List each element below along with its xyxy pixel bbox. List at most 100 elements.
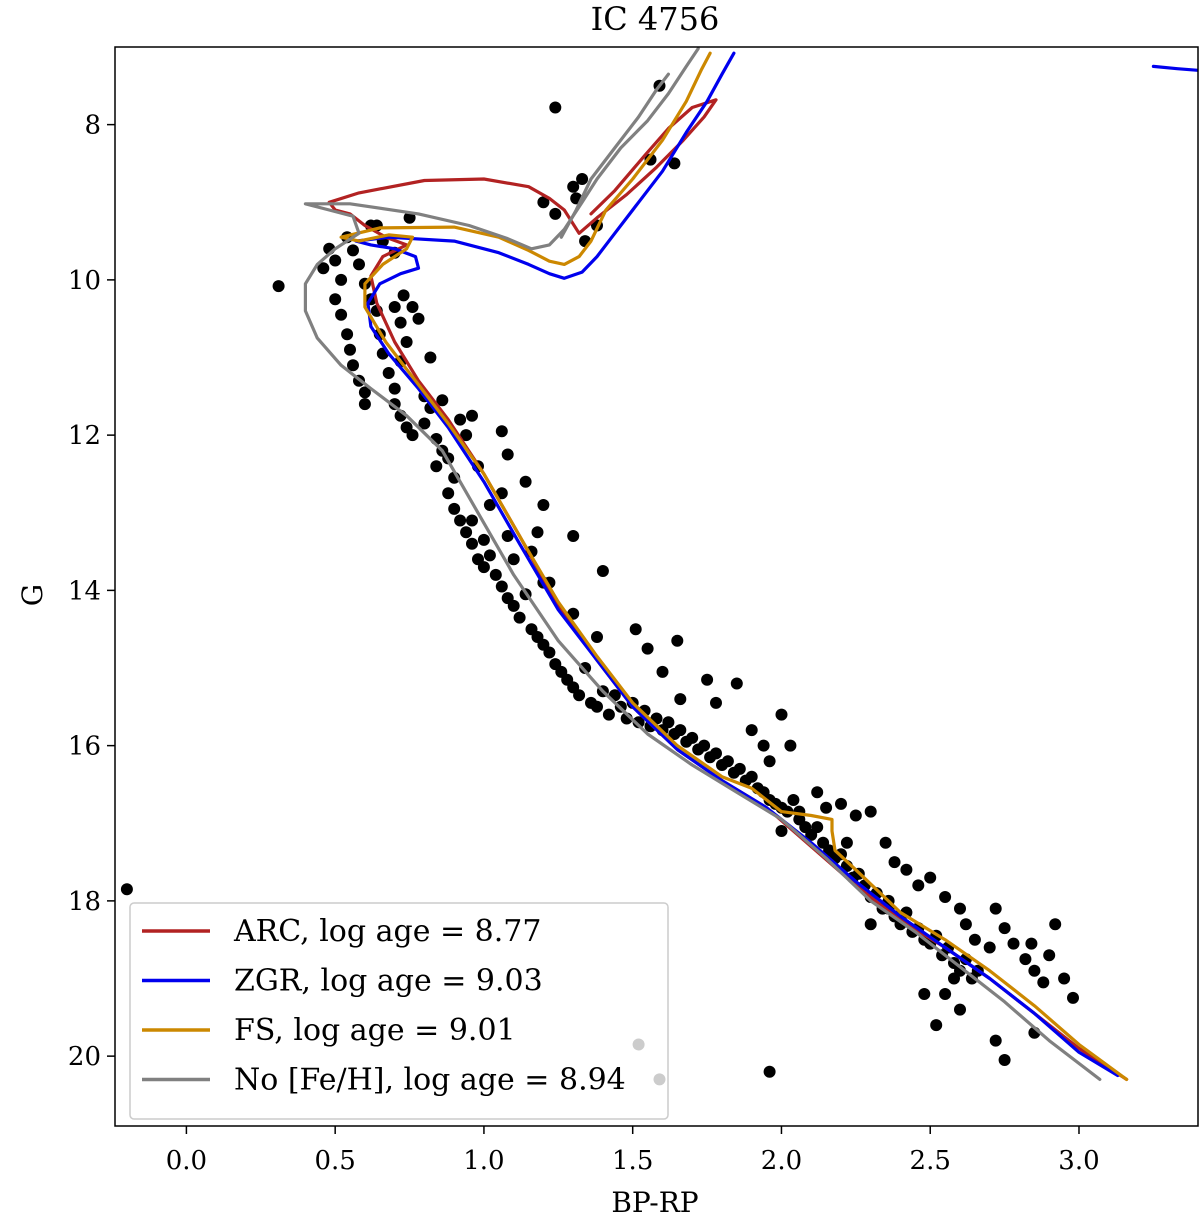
star-point-23: [388, 382, 401, 395]
star-point-83: [662, 716, 675, 729]
star-point-78: [632, 716, 645, 729]
star-point-63: [543, 646, 556, 659]
star-point-176: [629, 623, 642, 636]
star-point-177: [671, 634, 684, 647]
star-point-184: [745, 724, 758, 737]
plot-frame: [114, 46, 1199, 1127]
star-point-198: [959, 918, 972, 931]
star-point-7: [335, 308, 348, 321]
star-point-188: [849, 809, 862, 822]
isochrone-line-2: [339, 51, 1129, 1081]
x-tick-label-0: 0.0: [166, 1146, 207, 1176]
y-tick-label-0: 8: [84, 111, 101, 141]
star-point-220: [763, 1065, 776, 1078]
legend: ARC, log age = 8.77 ZGR, log age = 9.03 FS…: [129, 902, 669, 1120]
star-point-137: [460, 429, 473, 442]
star-point-204: [1028, 964, 1041, 977]
star-point-179: [710, 696, 722, 709]
star-point-155: [501, 448, 514, 461]
star-point-157: [537, 499, 550, 511]
star-point-218: [998, 1054, 1011, 1066]
star-point-1: [272, 280, 285, 293]
star-point-206: [1043, 949, 1056, 962]
star-point-186: [811, 786, 824, 799]
star-point-156: [519, 475, 532, 488]
star-point-73: [602, 708, 615, 721]
star-point-93: [721, 755, 734, 768]
star-point-167: [668, 157, 681, 170]
star-point-183: [757, 739, 770, 752]
star-point-205: [1037, 976, 1050, 989]
star-point-196: [939, 891, 952, 903]
star-point-159: [596, 565, 609, 577]
star-point-49: [466, 537, 478, 550]
star-point-91: [710, 747, 722, 760]
star-point-8: [341, 328, 354, 341]
isochrone-line-4: [559, 72, 670, 239]
star-point-165: [576, 173, 589, 185]
star-point-163: [549, 207, 562, 220]
star-point-201: [998, 922, 1011, 935]
star-point-180: [730, 677, 743, 690]
star-point-158: [567, 530, 580, 542]
star-point-182: [784, 739, 797, 752]
x-tick-label-5: 2.5: [910, 1146, 951, 1176]
star-point-211: [1025, 937, 1038, 950]
star-point-32: [388, 301, 401, 313]
legend-box: [129, 902, 669, 1120]
x-tick-label-1: 0.5: [314, 1146, 355, 1176]
chart-title: IC 4756: [591, 0, 720, 38]
star-point-147: [495, 487, 508, 500]
star-point-13: [358, 398, 371, 411]
star-point-185: [763, 755, 776, 768]
x-tick-label-4: 2.0: [761, 1146, 802, 1176]
star-point-48: [466, 514, 478, 527]
legend-label-1: ZGR, log age = 9.03: [234, 964, 543, 999]
star-point-224: [864, 918, 877, 931]
star-point-2: [317, 262, 330, 275]
y-tick-label-4: 16: [68, 732, 101, 762]
star-point-151: [424, 351, 437, 364]
star-point-12: [358, 386, 371, 399]
star-point-104: [787, 794, 800, 806]
x-axis-label: BP-RP: [611, 1186, 698, 1219]
x-tick-label-3: 1.5: [612, 1146, 653, 1176]
star-point-199: [968, 933, 981, 946]
star-point-58: [513, 611, 526, 624]
star-point-213: [939, 988, 952, 1000]
star-point-191: [879, 836, 892, 849]
legend-label-0: ARC, log age = 8.77: [233, 914, 541, 949]
star-point-136: [454, 413, 467, 426]
y-tick-label-3: 14: [68, 576, 101, 606]
star-point-47: [460, 526, 473, 539]
star-point-187: [835, 797, 847, 810]
star-point-89: [698, 739, 711, 752]
plot-inner: [120, 47, 1198, 1081]
x-tick-label-2: 1.0: [463, 1146, 504, 1176]
star-point-16: [353, 258, 365, 271]
star-point-162: [537, 196, 550, 209]
star-point-190: [864, 805, 877, 818]
legend-overlap-point-0: [632, 1038, 645, 1051]
star-point-31: [397, 289, 410, 302]
star-point-6: [329, 293, 342, 306]
star-point-192: [888, 856, 901, 869]
star-point-52: [477, 533, 490, 546]
star-point-174: [656, 665, 669, 678]
star-point-95: [733, 762, 746, 775]
y-tick-label-1: 10: [68, 266, 101, 296]
star-point-38: [418, 417, 431, 430]
star-point-203: [1019, 953, 1032, 966]
star-point-69: [579, 662, 592, 674]
star-point-195: [924, 871, 937, 884]
star-point-33: [394, 316, 407, 329]
y-tick-label-5: 18: [68, 887, 101, 917]
star-point-140: [501, 530, 514, 542]
star-point-55: [495, 580, 508, 593]
star-point-153: [466, 409, 478, 422]
star-point-175: [641, 642, 654, 655]
star-point-173: [701, 673, 714, 686]
star-point-97: [745, 770, 758, 783]
